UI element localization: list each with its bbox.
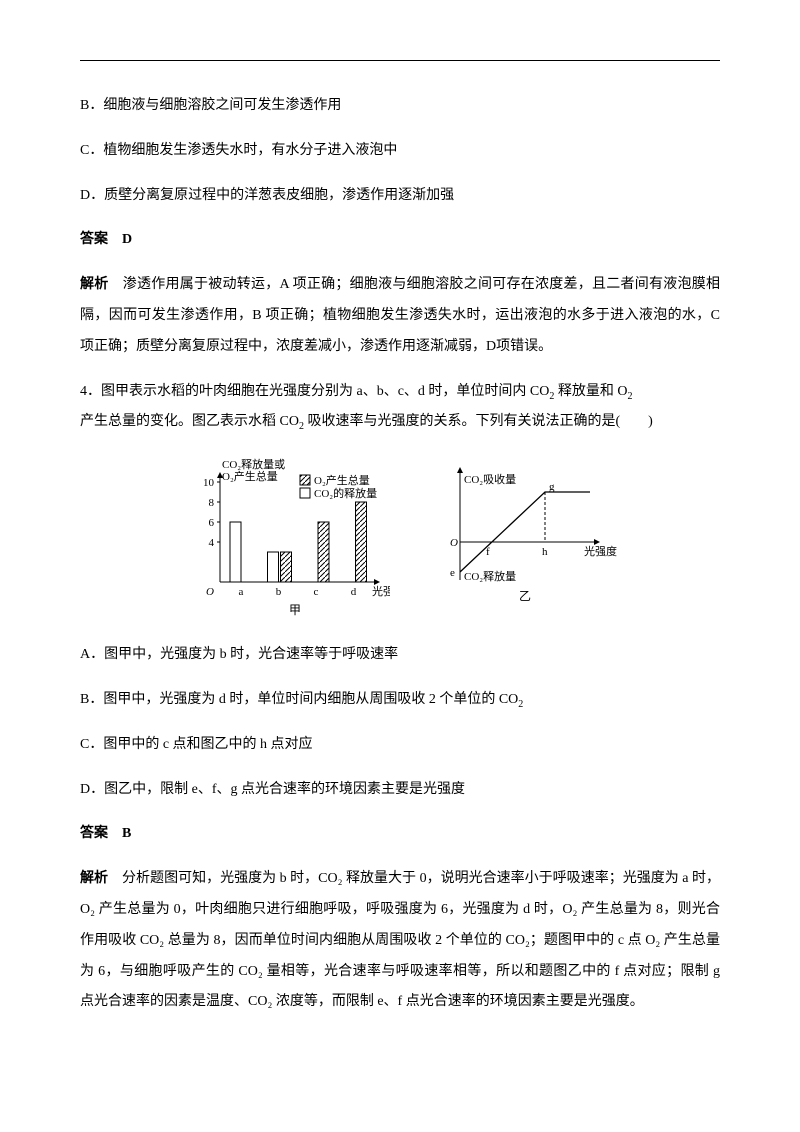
svg-text:g: g <box>549 481 555 493</box>
top-rule <box>80 60 720 61</box>
q4-opt-a: A．图甲中，光强度为 b 时，光合速率等于呼吸速率 <box>80 640 720 671</box>
svg-text:4: 4 <box>209 537 215 549</box>
q4-answer: 答案 B <box>80 819 720 850</box>
q4-stem-1b: 释放量和 O <box>554 384 627 399</box>
q3-exp-text: 渗透作用属于被动转运，A 项正确；细胞液与细胞溶胶之间可存在浓度差，且二者间有液… <box>80 277 720 354</box>
q4-exp-text: 分析题图可知，光强度为 b 时，CO₂ 释放量大于 0，说明光合速率小于呼吸速率… <box>80 871 720 1009</box>
q3-opt-b: B．细胞液与细胞溶胶之间可发生渗透作用 <box>80 91 720 122</box>
chart-jia: 10864CO₂释放量或O₂产生总量O₂产生总量CO₂的释放量abcd光强度O甲 <box>180 452 390 622</box>
q4-exp-label: 解析 <box>80 871 108 886</box>
svg-text:O₂产生总量: O₂产生总量 <box>222 469 278 483</box>
q4-stem-2b: 吸收速率与光强度的关系。下列有关说法正确的是( ) <box>304 414 653 429</box>
svg-text:O: O <box>206 586 214 598</box>
svg-text:c: c <box>314 586 319 598</box>
svg-text:e: e <box>450 567 455 579</box>
q4-stem-1: 4．图甲表示水稻的叶肉细胞在光强度分别为 a、b、c、d 时，单位时间内 CO <box>80 384 549 399</box>
svg-text:d: d <box>351 586 357 598</box>
svg-text:b: b <box>276 586 282 598</box>
q4-opt-d: D．图乙中，限制 e、f、g 点光合速率的环境因素主要是光强度 <box>80 775 720 806</box>
q3-explanation: 解析 渗透作用属于被动转运，A 项正确；细胞液与细胞溶胶之间可存在浓度差，且二者… <box>80 270 720 362</box>
svg-text:CO₂的释放量: CO₂的释放量 <box>314 486 377 500</box>
sub-2d: 2 <box>518 699 523 710</box>
svg-text:8: 8 <box>209 497 215 509</box>
q3-answer: 答案 D <box>80 225 720 256</box>
svg-text:O: O <box>450 537 458 549</box>
chart-yi: CO₂吸收量光强度 CO₂释放量 Oe f g h 乙 <box>430 452 620 622</box>
q4-opt-b: B．图甲中，光强度为 d 时，单位时间内细胞从周围吸收 2 个单位的 CO2 <box>80 685 720 716</box>
svg-text:a: a <box>239 586 244 598</box>
q3-opt-d: D．质壁分离复原过程中的洋葱表皮细胞，渗透作用逐渐加强 <box>80 181 720 212</box>
sub-2b: 2 <box>628 390 633 401</box>
figure-row: 10864CO₂释放量或O₂产生总量O₂产生总量CO₂的释放量abcd光强度O甲… <box>80 452 720 622</box>
q4-opt-c: C．图甲中的 c 点和图乙中的 h 点对应 <box>80 730 720 761</box>
q4-opt-b-text: B．图甲中，光强度为 d 时，单位时间内细胞从周围吸收 2 个单位的 CO <box>80 692 518 707</box>
svg-text:乙: 乙 <box>519 589 531 603</box>
svg-text:h: h <box>542 546 548 558</box>
svg-text:CO₂吸收量: CO₂吸收量 <box>464 472 516 486</box>
svg-text:CO₂释放量: CO₂释放量 <box>464 569 516 583</box>
svg-text:光强度: 光强度 <box>372 584 390 598</box>
svg-text:甲: 甲 <box>289 603 301 617</box>
svg-text:f: f <box>486 546 490 558</box>
q3-exp-label: 解析 <box>80 277 109 292</box>
svg-text:6: 6 <box>209 517 215 529</box>
svg-text:CO₂释放量或: CO₂释放量或 <box>222 457 285 471</box>
q3-opt-c: C．植物细胞发生渗透失水时，有水分子进入液泡中 <box>80 136 720 167</box>
svg-text:光强度: 光强度 <box>584 544 617 558</box>
q4-stem-2: 产生总量的变化。图乙表示水稻 CO <box>80 414 299 429</box>
svg-text:O₂产生总量: O₂产生总量 <box>314 473 370 487</box>
q4-stem: 4．图甲表示水稻的叶肉细胞在光强度分别为 a、b、c、d 时，单位时间内 CO 2… <box>80 377 720 439</box>
q4-explanation: 解析 分析题图可知，光强度为 b 时，CO₂ 释放量大于 0，说明光合速率小于呼… <box>80 864 720 1018</box>
svg-text:10: 10 <box>203 477 215 489</box>
